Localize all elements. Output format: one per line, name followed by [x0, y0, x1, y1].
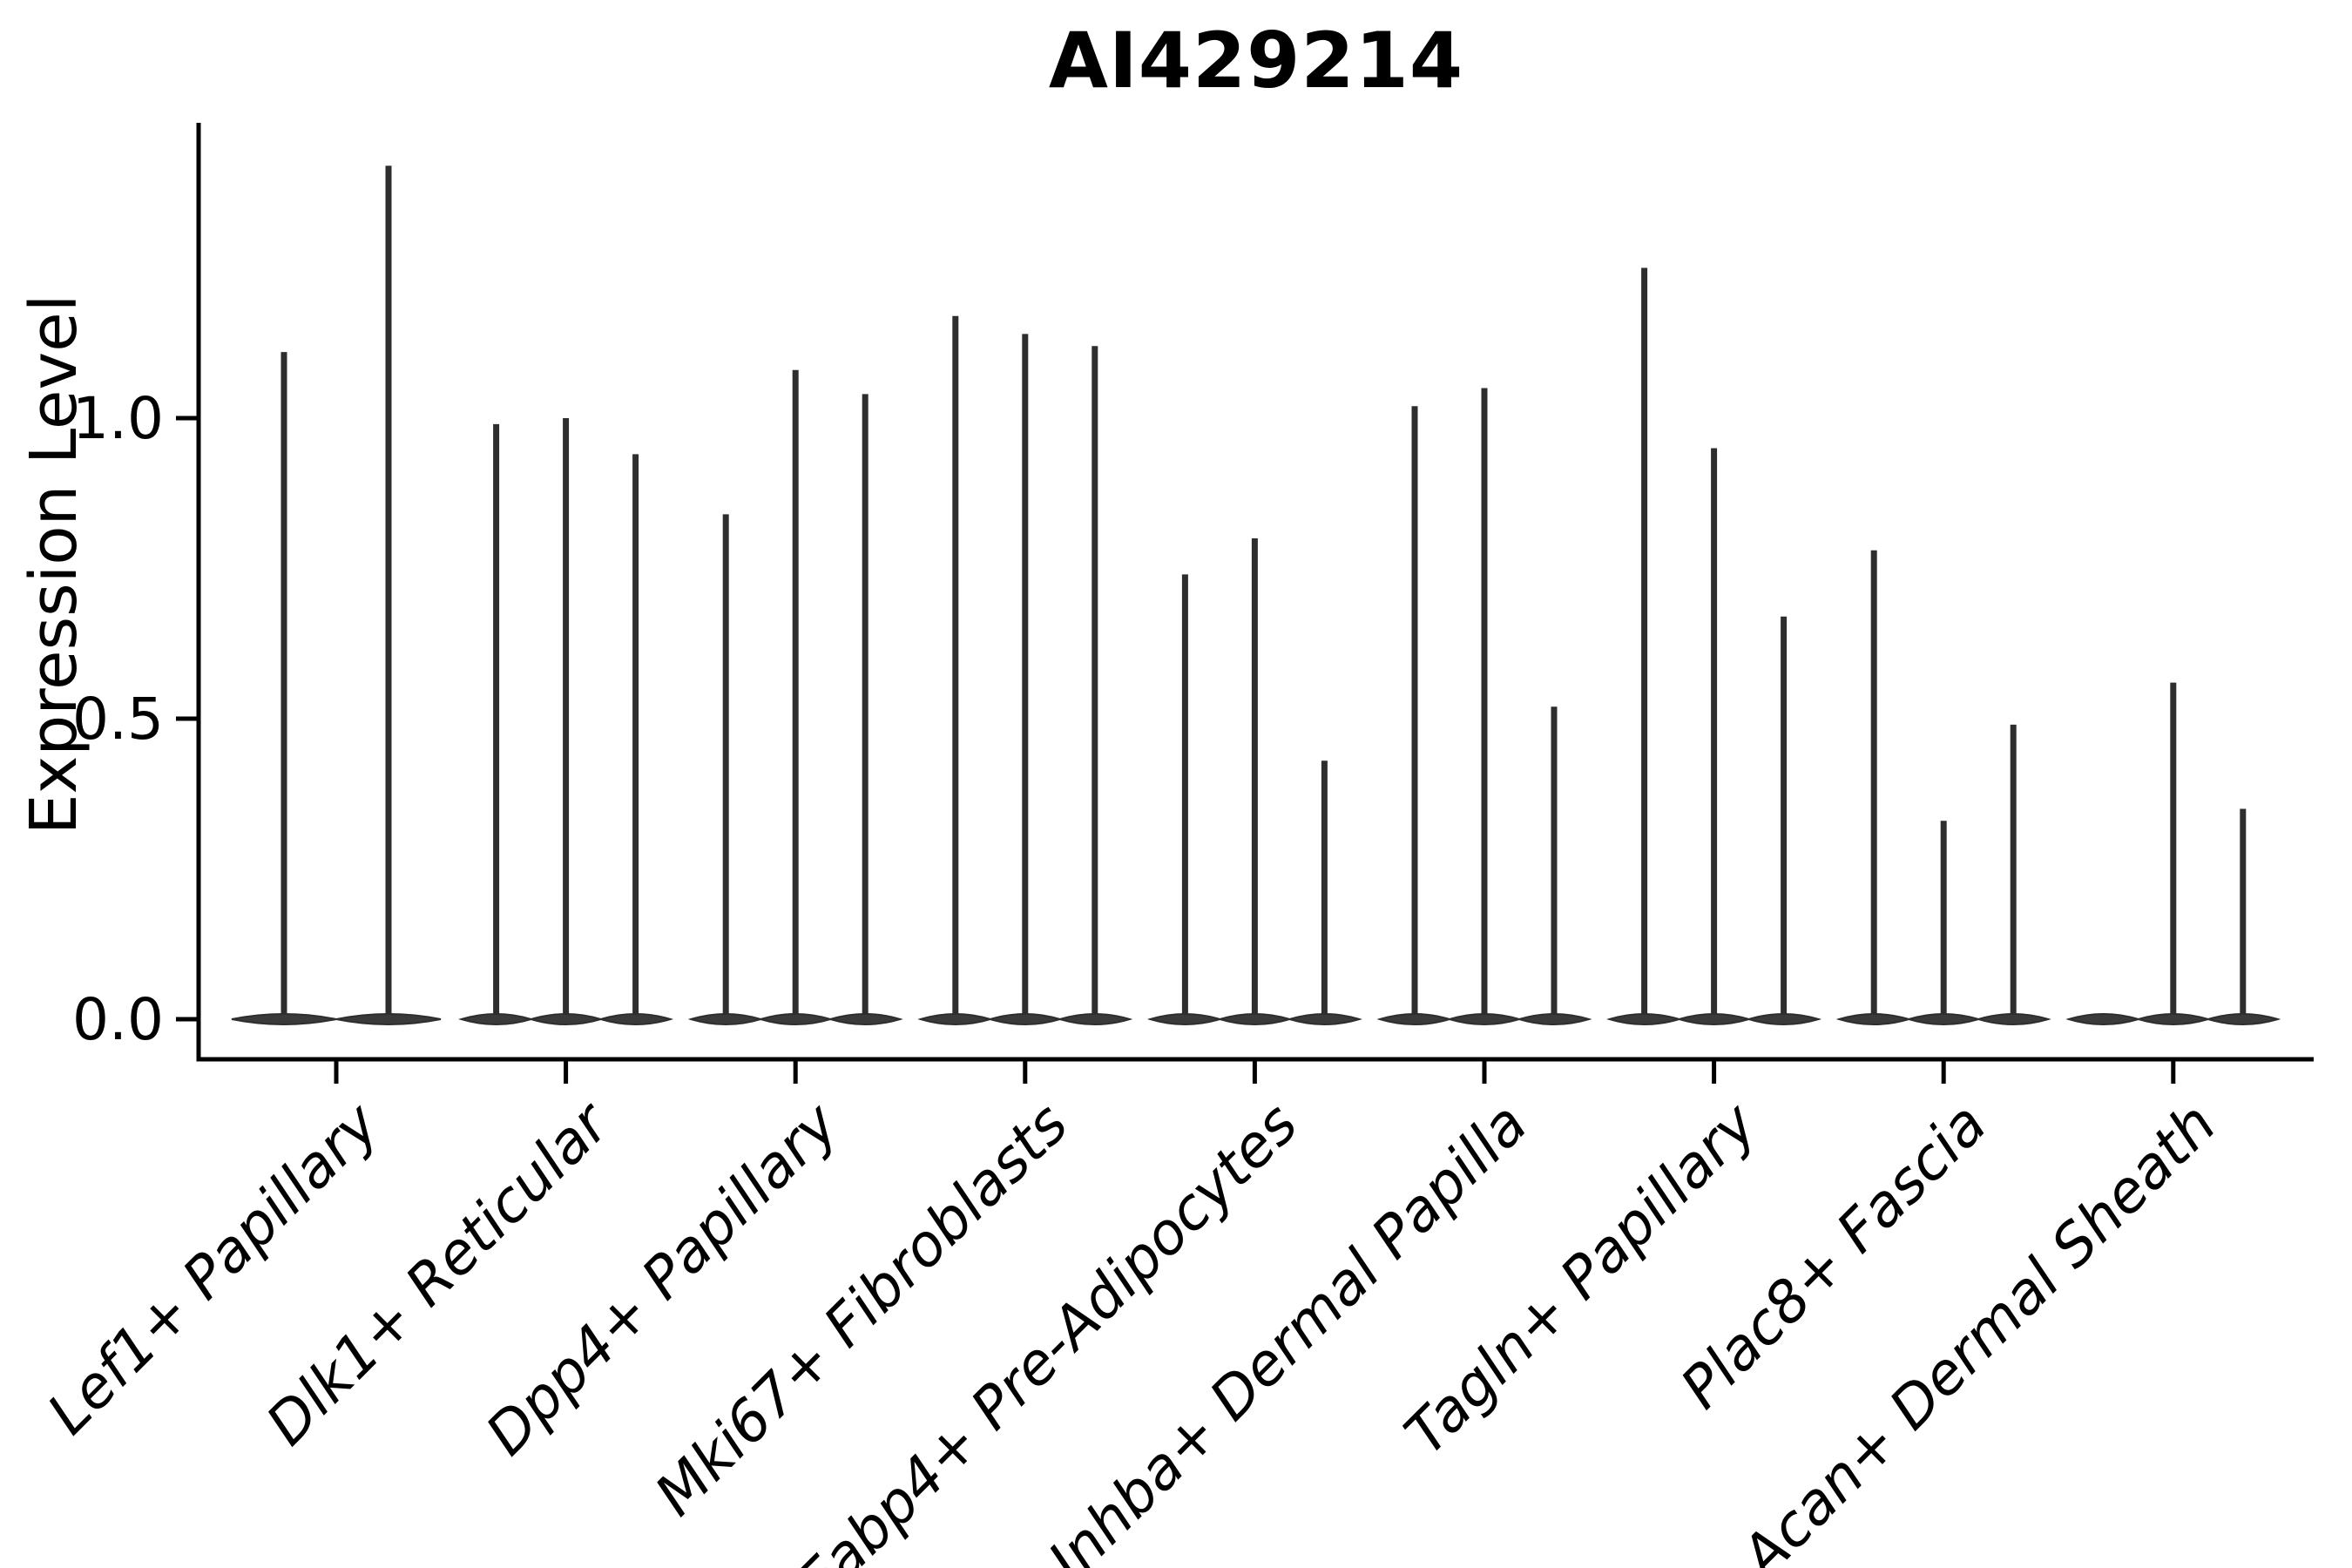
- violin: [1746, 616, 1822, 1026]
- violin: [1286, 760, 1362, 1026]
- violin-body: [687, 1012, 764, 1026]
- violin-body: [757, 1012, 834, 1026]
- violin: [1057, 346, 1133, 1026]
- violin-body: [1606, 1012, 1683, 1026]
- violin: [1835, 550, 1912, 1026]
- violin: [757, 369, 834, 1026]
- violin-body: [1975, 1012, 2051, 1026]
- violin: [1376, 406, 1453, 1026]
- violin-body: [335, 1012, 442, 1026]
- violin-body: [1376, 1012, 1453, 1026]
- violin: [458, 423, 535, 1026]
- violin-body: [2205, 1012, 2281, 1026]
- violin: [2135, 682, 2212, 1026]
- violin-body: [827, 1012, 903, 1026]
- violin-body: [458, 1012, 535, 1026]
- violin-body: [2135, 1012, 2212, 1026]
- violin: [1676, 448, 1753, 1026]
- violin-body: [1676, 1012, 1753, 1026]
- violin-body: [1835, 1012, 1912, 1026]
- violin: [528, 418, 605, 1026]
- violin-body: [1286, 1012, 1362, 1026]
- violin: [1216, 538, 1293, 1026]
- y-tick-label: 1.0: [72, 385, 164, 452]
- violin: [687, 514, 764, 1026]
- violin-body: [1516, 1012, 1592, 1026]
- violin-body: [1057, 1012, 1133, 1026]
- y-tick-label: 0.5: [72, 686, 164, 753]
- y-axis-label: Expression Level: [17, 294, 91, 835]
- chart-title: AI429214: [1048, 16, 1464, 105]
- violin: [917, 315, 994, 1026]
- violin-body: [1446, 1012, 1523, 1026]
- violin-body: [987, 1012, 1064, 1026]
- violin-body: [1905, 1012, 1982, 1026]
- violin: [335, 166, 442, 1026]
- violin: [598, 454, 674, 1026]
- violin-body: [528, 1012, 605, 1026]
- violin-body: [598, 1012, 674, 1026]
- violin-body: [1146, 1012, 1223, 1026]
- violin-body: [231, 1012, 337, 1026]
- violin: [2205, 808, 2281, 1026]
- violin: [231, 352, 337, 1026]
- y-tick-label: 0.0: [72, 986, 164, 1053]
- violin: [1516, 706, 1592, 1026]
- violin: [827, 394, 903, 1026]
- violin-body: [1216, 1012, 1293, 1026]
- violin: [1446, 388, 1523, 1026]
- violins-layer: [231, 166, 2281, 1026]
- violin: [1905, 821, 1982, 1026]
- violin-body: [1746, 1012, 1822, 1026]
- violin: [1606, 267, 1683, 1026]
- violin-body: [917, 1012, 994, 1026]
- violin: [987, 334, 1064, 1026]
- violin: [1146, 574, 1223, 1026]
- x-tick-label: Mki67+ Fibroblasts: [642, 1090, 1080, 1528]
- violin: [2065, 1012, 2142, 1026]
- violin-body: [2065, 1012, 2142, 1026]
- violin: [1975, 724, 2051, 1026]
